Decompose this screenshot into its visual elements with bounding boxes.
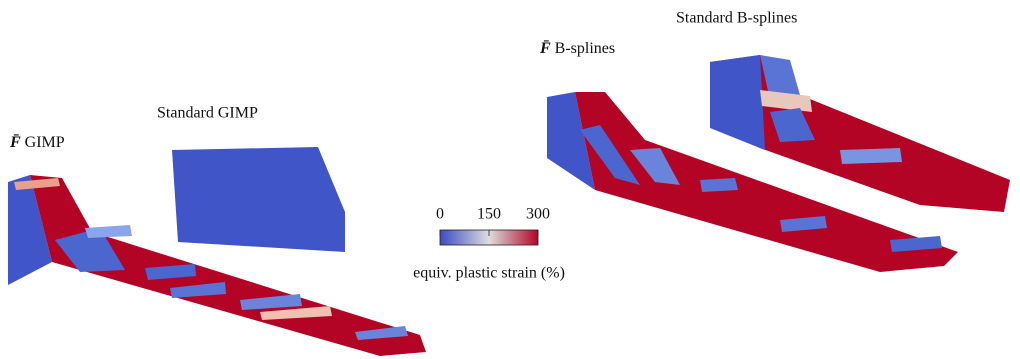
specimen-standard-gimp [172, 147, 345, 252]
panel-label: F̄ B-splines [539, 38, 615, 56]
colorbar: 0 150 300 [436, 206, 550, 246]
panel-label: Standard B-splines [676, 10, 797, 27]
specimen-standard-bsplines [710, 55, 1010, 212]
specimen-fbar-bsplines [547, 92, 958, 272]
colorbar-label: equiv. plastic strain (%) [413, 265, 565, 282]
panel-label: Standard GIMP [157, 105, 258, 122]
symbol: F̄ [539, 38, 551, 56]
symbol: F̄ [9, 132, 21, 150]
label: B-splines [555, 40, 615, 57]
label: GIMP [25, 134, 65, 151]
panel-label: F̄ GIMP [9, 132, 65, 150]
colorbar-tick-label: 150 [477, 206, 501, 223]
colorbar-tick-label: 0 [436, 206, 444, 223]
colorbar-tick-label: 300 [526, 206, 550, 223]
specimen-fbar-gimp [8, 175, 426, 356]
